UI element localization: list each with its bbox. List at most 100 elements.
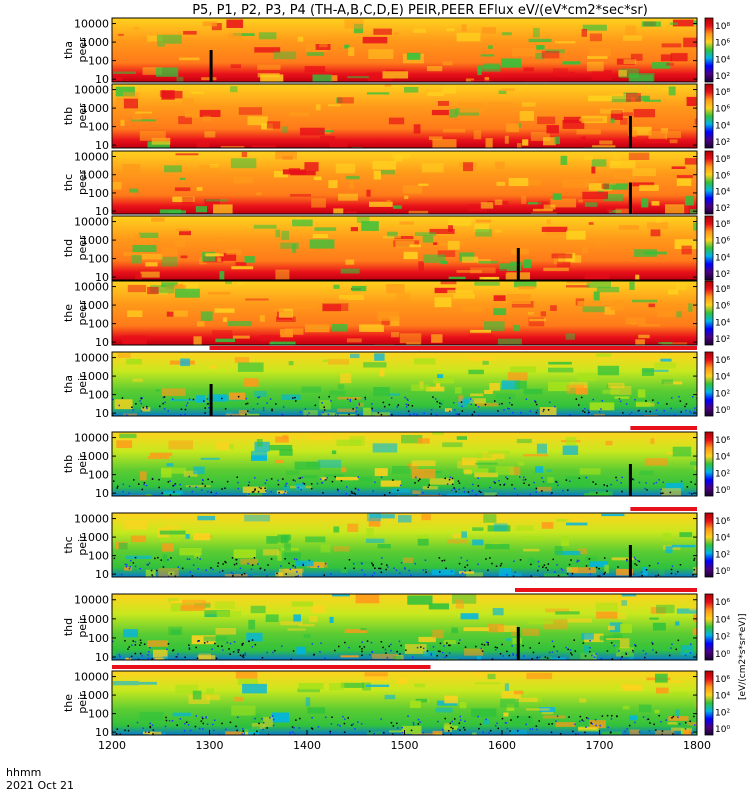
- colorbar-tick-label: 10⁴: [715, 318, 730, 328]
- colorbar-tick-label: 10⁰: [715, 725, 730, 735]
- x-tick-label: 1500: [391, 739, 419, 752]
- y-tick-label: 1000: [81, 689, 109, 702]
- y-tick-label: 10: [95, 487, 109, 500]
- colorbar-units-label: [eV/(cm2*s*sr*eV)]: [738, 614, 748, 700]
- y-axis-label-probe: thd: [62, 618, 75, 636]
- y-tick-label: 1000: [81, 169, 109, 182]
- data-gap-marker: [209, 50, 213, 82]
- colorbar-tick-label: 10⁴: [715, 453, 730, 463]
- y-axis-label-probe: thc: [62, 174, 75, 191]
- panel-the-peer: 10 100 1000 10000 the peer 10⁸ 10⁶ 10⁴ 10²: [62, 280, 730, 349]
- panel-thd-peir: 10 100 1000 10000 thd peir 10⁶ 10⁴ 10² 10⁰: [62, 588, 730, 664]
- y-tick-label: 100: [88, 389, 109, 402]
- y-tick-label: 1000: [81, 299, 109, 312]
- spectrogram-texture: [112, 19, 697, 82]
- y-axis-label-probe: tha: [62, 41, 75, 59]
- colorbar-tick-label: 10⁴: [715, 373, 730, 383]
- colorbar: [704, 215, 714, 281]
- chart-title: P5, P1, P2, P3, P4 (TH-A,B,C,D,E) PEIR,P…: [192, 3, 648, 18]
- colorbar-tick-label: 10⁸: [715, 220, 730, 230]
- y-tick-label: 100: [88, 121, 109, 134]
- colorbar-tick-label: 10⁴: [715, 55, 730, 65]
- colorbar-tick-label: 10²: [715, 335, 730, 345]
- y-tick-label: 10: [95, 568, 109, 581]
- mode-bar-segment: [112, 426, 631, 430]
- y-tick-label: 10000: [74, 594, 109, 607]
- data-gap-marker: [516, 248, 520, 280]
- y-tick-label: 10000: [74, 216, 109, 229]
- colorbar: [704, 83, 714, 149]
- colorbar-tick-label: 10²: [715, 138, 730, 148]
- colorbar-tick-label: 10⁰: [715, 650, 730, 660]
- y-tick-label: 1000: [81, 450, 109, 463]
- y-axis-label-probe: tha: [62, 375, 75, 393]
- y-axis-label-probe: thd: [62, 239, 75, 257]
- y-tick-label: 1000: [81, 234, 109, 247]
- y-tick-label: 1000: [81, 36, 109, 49]
- spectrogram-texture: [113, 513, 697, 577]
- colorbar-tick-label: 10⁴: [715, 692, 730, 702]
- y-tick-label: 10000: [74, 281, 109, 294]
- y-tick-label: 10: [95, 651, 109, 664]
- colorbar-tick-label: 10⁶: [715, 171, 730, 181]
- y-axis-label-product: peer: [76, 103, 89, 129]
- colorbar-tick-label: 10²: [715, 270, 730, 280]
- x-axis: 1200 1300 1400 1500 1600 1700 1800: [98, 730, 711, 752]
- colorbar-tick-label: 10⁶: [715, 598, 730, 608]
- colorbar-tick-label: 10⁰: [715, 406, 730, 416]
- y-tick-label: 1000: [81, 102, 109, 115]
- panel-frame: [111, 150, 698, 215]
- spectrogram-field: [112, 216, 697, 280]
- spectrogram-texture: [115, 84, 697, 148]
- y-axis-label-product: peer: [76, 300, 89, 326]
- spectrogram-texture: [113, 432, 697, 496]
- panel-frame: [111, 431, 698, 497]
- y-tick-label: 10000: [74, 352, 109, 365]
- y-tick-label: 10000: [74, 432, 109, 445]
- x-tick-label: 1300: [196, 739, 224, 752]
- x-tick-label: 1800: [683, 739, 711, 752]
- panel-thc-peir: 10 100 1000 10000 thc peir 10⁶ 10⁴ 10² 10⁰: [62, 507, 730, 581]
- y-axis-label-product: peer: [76, 37, 89, 63]
- y-tick-label: 10: [95, 73, 109, 86]
- y-tick-label: 1000: [81, 531, 109, 544]
- y-axis-label-product: peir: [76, 616, 89, 638]
- y-axis-label-product: peir: [76, 373, 89, 395]
- panel-frame: [111, 215, 698, 281]
- colorbar-tick-label: 10⁰: [715, 567, 730, 577]
- panel-frame: [111, 83, 698, 149]
- colorbar-tick-label: 10⁶: [715, 302, 730, 312]
- mode-bar-segment: [630, 426, 697, 430]
- colorbar-tick-label: 10⁴: [715, 253, 730, 263]
- y-tick-label: 10: [95, 726, 109, 739]
- y-tick-label: 10000: [74, 84, 109, 97]
- colorbar-tick-label: 10²: [715, 204, 730, 214]
- colorbar-tick-label: 10⁶: [715, 675, 730, 685]
- colorbar-tick-label: 10⁶: [715, 356, 730, 366]
- y-tick-label: 100: [88, 550, 109, 563]
- x-tick-label: 1700: [586, 739, 614, 752]
- y-tick-label: 10000: [74, 671, 109, 684]
- x-axis-date: 2021 Oct 21: [6, 779, 74, 792]
- y-tick-label: 100: [88, 708, 109, 721]
- y-axis-label-probe: thb: [62, 107, 75, 125]
- y-tick-label: 10: [95, 271, 109, 284]
- y-tick-label: 100: [88, 632, 109, 645]
- spectrogram-texture: [122, 281, 693, 345]
- colorbar-tick-label: 10⁴: [715, 121, 730, 131]
- y-tick-label: 10000: [74, 513, 109, 526]
- y-tick-label: 100: [88, 55, 109, 68]
- colorbar: [704, 431, 714, 497]
- spectrogram-texture: [112, 671, 697, 735]
- colorbar-tick-label: 10²: [715, 389, 730, 399]
- y-axis-label-product: peer: [76, 235, 89, 261]
- colorbar: [704, 512, 714, 578]
- colorbar: [704, 351, 714, 417]
- colorbar: [704, 593, 714, 661]
- y-axis-label-probe: the: [62, 304, 75, 322]
- panel-frame: [111, 512, 698, 578]
- colorbar-tick-label: 10⁸: [715, 22, 730, 32]
- panel-the-peir: 10 100 1000 10000 the peir 10⁶ 10⁴ 10² 10⁰: [62, 665, 730, 739]
- y-tick-label: 10: [95, 139, 109, 152]
